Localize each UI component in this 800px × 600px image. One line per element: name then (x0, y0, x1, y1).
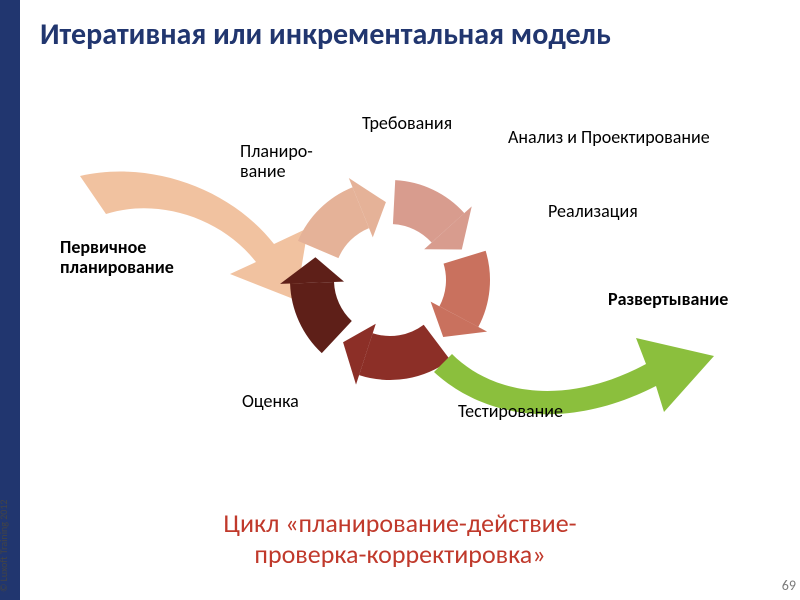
label-deployment: Развертывание (608, 290, 728, 310)
page-title: Итеративная или инкрементальная модель (40, 18, 611, 53)
label-testing: Тестирование (458, 402, 563, 422)
label-analysis_design: Анализ и Проектирование (508, 128, 710, 148)
subtitle-text: Цикл «планирование-действие-проверка-кор… (0, 508, 800, 570)
label-primary_planning: Первичноепланирование (60, 238, 174, 278)
iterative-cycle-diagram: Первичноепланирование Планиро-вание Требов… (60, 110, 760, 450)
label-realization: Реализация (548, 202, 638, 222)
label-planning: Планиро-вание (240, 142, 313, 182)
label-requirements: Требования (362, 114, 452, 134)
cycle-svg (60, 110, 760, 450)
label-evaluation: Оценка (242, 392, 299, 412)
page-number: 69 (782, 577, 796, 594)
